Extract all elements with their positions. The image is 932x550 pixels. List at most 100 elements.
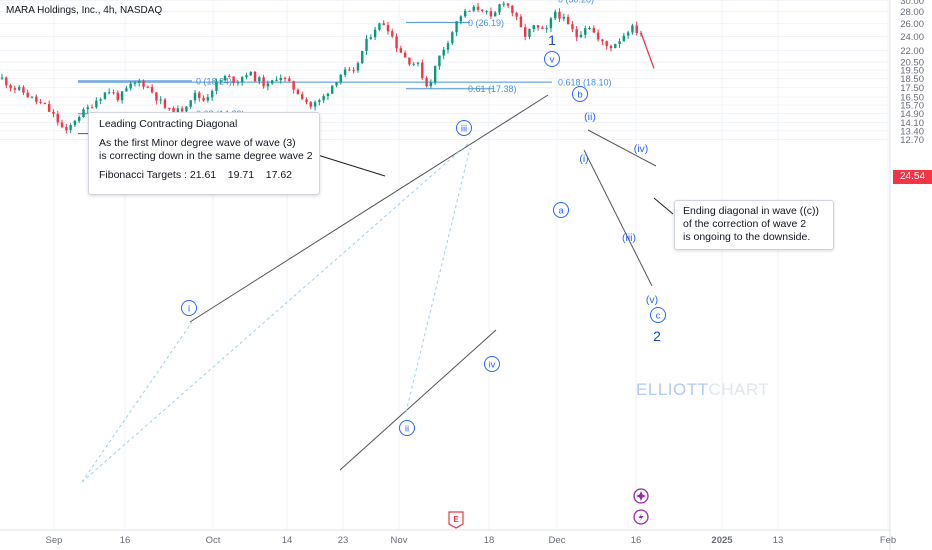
wave-label: v: [550, 55, 555, 66]
candle-body: [232, 76, 235, 84]
candlesticks: [0, 1, 655, 134]
candle-body: [528, 29, 531, 37]
candle-body: [30, 96, 34, 98]
candle-body: [588, 28, 591, 30]
candle-body: [541, 27, 544, 29]
candle-body: [506, 3, 510, 6]
candle-body: [502, 3, 505, 5]
candle-body: [558, 11, 561, 19]
candle-body: [0, 77, 4, 79]
candle-body: [442, 49, 445, 56]
candle-body: [421, 62, 424, 79]
candle-body: [596, 32, 600, 40]
candle-body: [339, 74, 342, 83]
candle-body: [206, 97, 210, 101]
candle-body: [395, 36, 398, 49]
candle-body: [455, 21, 458, 33]
x-tick-label: 16: [631, 535, 642, 546]
candle-body: [283, 77, 287, 79]
y-tick-label: 16.50: [900, 93, 924, 104]
fib-level-label: 0.61 (17.38): [468, 84, 517, 94]
y-tick-label: 26.00: [900, 19, 924, 30]
candle-body: [622, 35, 626, 42]
candle-body: [112, 92, 115, 94]
candle-body: [511, 5, 514, 13]
candle-body: [270, 80, 274, 84]
candle-body: [493, 12, 497, 17]
candle-body: [258, 77, 261, 82]
candle-body: [476, 6, 480, 10]
svg-text:E: E: [453, 515, 459, 524]
y-tick-label: 28.00: [900, 7, 924, 18]
trendline: [307, 151, 386, 177]
earnings-marker-icon[interactable]: E: [448, 511, 464, 529]
last-price-badge: 24.54: [893, 170, 932, 184]
y-tick-label: 20.50: [900, 58, 924, 69]
wave-label: ii: [405, 424, 409, 435]
candle-body: [5, 77, 8, 86]
y-tick-label: 22.00: [900, 46, 924, 57]
dividend-icon[interactable]: [633, 488, 649, 504]
candle-body: [39, 101, 42, 103]
candle-body: [498, 4, 501, 13]
candle-body: [365, 38, 368, 51]
candle-body: [309, 102, 312, 107]
candle-body: [219, 80, 222, 82]
watermark-part1: ELLIOTT: [636, 380, 709, 399]
candle-body: [43, 102, 47, 105]
candle-body: [545, 28, 548, 30]
wave-label: b: [577, 90, 582, 101]
symbol-title: MARA Holdings, Inc., 4h, NASDAQ: [6, 5, 163, 16]
candle-body: [618, 41, 621, 44]
candle-body: [331, 85, 334, 94]
wave-circle: [572, 86, 588, 102]
candle-body: [361, 50, 364, 64]
candle-body: [73, 120, 77, 126]
note-line: Ending diagonal in wave ((c)): [683, 205, 819, 217]
wave-label: (i): [579, 153, 588, 165]
candle-body: [168, 107, 171, 109]
note-heading: Leading Contracting Diagonal: [99, 118, 238, 130]
candle-body: [245, 75, 248, 78]
right-annotation-note: Ending diagonal in wave ((c)) of the cor…: [674, 200, 834, 250]
projection-line: [640, 32, 655, 69]
candle-body: [103, 92, 107, 100]
candle-body: [288, 78, 291, 82]
event-markers[interactable]: E: [448, 488, 649, 529]
wave-label: (v): [646, 294, 658, 306]
candle-body: [348, 69, 351, 71]
candle-body: [485, 11, 488, 13]
candle-body: [163, 99, 167, 108]
x-tick-label: Oct: [206, 535, 221, 546]
y-tick-label: 12.70: [900, 135, 924, 146]
candle-body: [614, 43, 617, 49]
fib-level-label: 0 (26.19): [468, 18, 504, 28]
trendline: [405, 147, 471, 413]
note-line: As the first Minor degree wave of wave (…: [99, 137, 296, 149]
candle-body: [116, 92, 119, 101]
candle-body: [86, 107, 89, 110]
candle-body: [635, 25, 638, 33]
price-axis: 34.0032.0030.0028.0026.0024.0022.0020.50…: [889, 0, 924, 550]
candle-body: [90, 107, 94, 109]
last-price-value: 24.54: [899, 171, 926, 182]
candle-body: [326, 93, 330, 97]
candle-body: [223, 75, 227, 81]
note-fib-targets: Fibonacci Targets : 21.61 19.71 17.62: [99, 169, 293, 181]
trendline: [81, 321, 193, 483]
candle-body: [108, 92, 111, 94]
candle-body: [322, 96, 325, 101]
candle-body: [69, 125, 72, 131]
candle-body: [22, 87, 25, 93]
candle-body: [468, 10, 471, 12]
candle-body: [335, 82, 338, 86]
candle-body: [451, 32, 454, 44]
wave-circle: [484, 356, 500, 372]
fib-level-label: 0 (18.24): [196, 76, 232, 86]
candle-body: [433, 66, 437, 83]
split-icon[interactable]: [633, 509, 649, 525]
candle-body: [198, 92, 201, 99]
